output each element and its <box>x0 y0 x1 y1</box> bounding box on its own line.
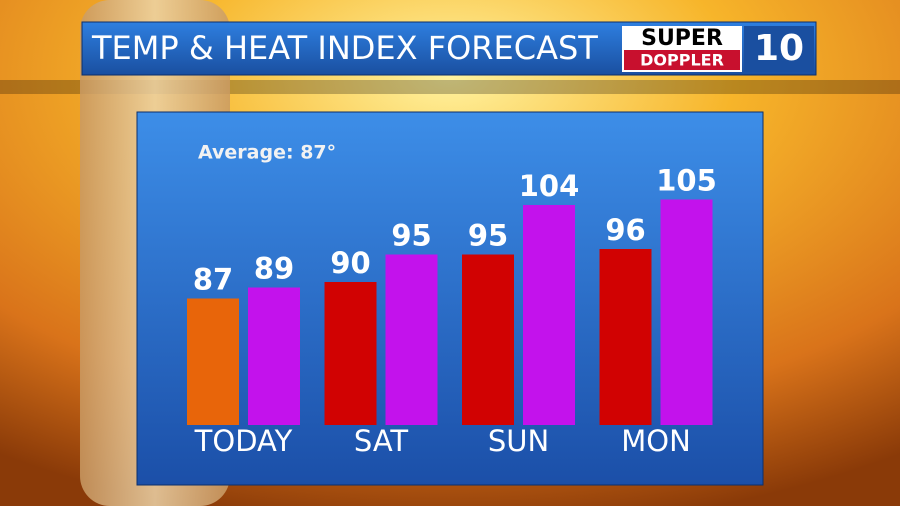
bar <box>324 282 377 425</box>
logo-top: SUPER <box>641 26 723 51</box>
value-label: 90 <box>330 246 370 280</box>
bar <box>187 298 239 425</box>
value-label: 95 <box>468 219 508 253</box>
bar <box>248 287 300 425</box>
annotation: Average: 87° <box>198 142 336 164</box>
value-label: 89 <box>254 252 294 286</box>
x-tick-label: MON <box>621 424 691 458</box>
chart-title: TEMP & HEAT INDEX FORECAST <box>91 29 598 67</box>
logo-red <box>624 50 740 70</box>
x-tick-label: SAT <box>354 424 409 458</box>
bar <box>385 254 438 425</box>
value-label: 95 <box>391 219 431 253</box>
logo-number: 10 <box>754 28 804 69</box>
bar <box>599 249 652 425</box>
value-label: 96 <box>605 213 645 247</box>
logo-number-box <box>744 26 814 72</box>
logo-bottom: DOPPLER <box>640 51 724 70</box>
bar <box>523 205 575 425</box>
bar <box>660 199 713 425</box>
value-label: 105 <box>656 164 717 198</box>
x-tick-label: TODAY <box>194 424 293 458</box>
x-tick-label: SUN <box>488 424 549 458</box>
value-label: 104 <box>519 169 580 203</box>
chart-panel <box>136 111 764 486</box>
value-label: 87 <box>193 263 233 297</box>
bar <box>462 254 514 425</box>
